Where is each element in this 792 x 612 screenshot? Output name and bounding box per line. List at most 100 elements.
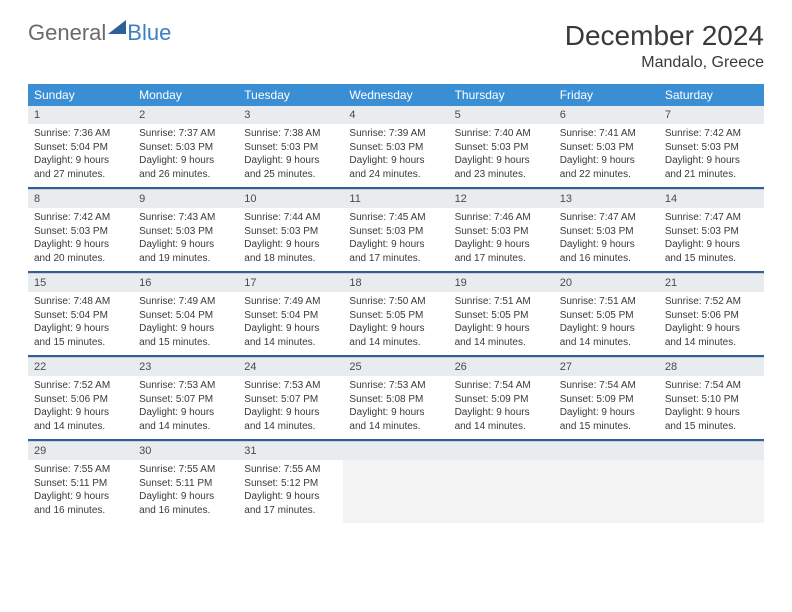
sunset-line: Sunset: 5:03 PM [455, 141, 548, 155]
day-number-cell: 15 [28, 273, 133, 292]
day-data-cell [554, 460, 659, 523]
day-number-cell: 12 [449, 189, 554, 208]
day-data-cell: Sunrise: 7:53 AMSunset: 5:07 PMDaylight:… [238, 376, 343, 439]
sunrise-line: Sunrise: 7:45 AM [349, 211, 442, 225]
title-block: December 2024 Mandalo, Greece [565, 20, 764, 72]
sunrise-line: Sunrise: 7:47 AM [560, 211, 653, 225]
day-data-cell: Sunrise: 7:45 AMSunset: 5:03 PMDaylight:… [343, 208, 448, 271]
sunrise-line: Sunrise: 7:55 AM [244, 463, 337, 477]
sunset-line: Sunset: 5:07 PM [139, 393, 232, 407]
day-number-cell [554, 441, 659, 460]
day-data-cell [343, 460, 448, 523]
sunrise-line: Sunrise: 7:40 AM [455, 127, 548, 141]
day-data-cell: Sunrise: 7:43 AMSunset: 5:03 PMDaylight:… [133, 208, 238, 271]
sunset-line: Sunset: 5:04 PM [34, 309, 127, 323]
sunrise-line: Sunrise: 7:53 AM [244, 379, 337, 393]
sunrise-line: Sunrise: 7:38 AM [244, 127, 337, 141]
daylight-line: Daylight: 9 hours and 15 minutes. [139, 322, 232, 349]
sunrise-line: Sunrise: 7:55 AM [34, 463, 127, 477]
day-number-cell: 21 [659, 273, 764, 292]
sunset-line: Sunset: 5:05 PM [560, 309, 653, 323]
logo-text-general: General [28, 20, 106, 46]
sunrise-line: Sunrise: 7:51 AM [560, 295, 653, 309]
week-daynum-row: 22232425262728 [28, 357, 764, 376]
sunrise-line: Sunrise: 7:54 AM [455, 379, 548, 393]
day-data-cell: Sunrise: 7:46 AMSunset: 5:03 PMDaylight:… [449, 208, 554, 271]
logo-triangle-icon [108, 20, 126, 34]
week-data-row: Sunrise: 7:36 AMSunset: 5:04 PMDaylight:… [28, 124, 764, 189]
day-header: Friday [554, 84, 659, 106]
day-data-cell [449, 460, 554, 523]
sunset-line: Sunset: 5:03 PM [665, 141, 758, 155]
sunset-line: Sunset: 5:03 PM [139, 225, 232, 239]
day-data-cell: Sunrise: 7:55 AMSunset: 5:11 PMDaylight:… [133, 460, 238, 523]
sunset-line: Sunset: 5:03 PM [244, 141, 337, 155]
day-header: Monday [133, 84, 238, 106]
day-data-cell: Sunrise: 7:51 AMSunset: 5:05 PMDaylight:… [449, 292, 554, 355]
day-number-cell: 20 [554, 273, 659, 292]
day-number-cell: 5 [449, 106, 554, 124]
day-number-cell [343, 441, 448, 460]
day-number-cell: 6 [554, 106, 659, 124]
daylight-line: Daylight: 9 hours and 16 minutes. [560, 238, 653, 265]
day-data-cell: Sunrise: 7:54 AMSunset: 5:10 PMDaylight:… [659, 376, 764, 439]
sunset-line: Sunset: 5:03 PM [139, 141, 232, 155]
sunrise-line: Sunrise: 7:54 AM [560, 379, 653, 393]
day-number-cell: 10 [238, 189, 343, 208]
sunset-line: Sunset: 5:03 PM [349, 141, 442, 155]
daylight-line: Daylight: 9 hours and 15 minutes. [560, 406, 653, 433]
sunset-line: Sunset: 5:05 PM [349, 309, 442, 323]
week-daynum-row: 1234567 [28, 106, 764, 124]
day-header: Sunday [28, 84, 133, 106]
daylight-line: Daylight: 9 hours and 14 minutes. [560, 322, 653, 349]
day-data-cell: Sunrise: 7:42 AMSunset: 5:03 PMDaylight:… [28, 208, 133, 271]
sunset-line: Sunset: 5:04 PM [244, 309, 337, 323]
sunset-line: Sunset: 5:03 PM [560, 225, 653, 239]
sunset-line: Sunset: 5:10 PM [665, 393, 758, 407]
sunrise-line: Sunrise: 7:42 AM [34, 211, 127, 225]
day-number-cell: 9 [133, 189, 238, 208]
day-data-cell: Sunrise: 7:49 AMSunset: 5:04 PMDaylight:… [133, 292, 238, 355]
daylight-line: Daylight: 9 hours and 14 minutes. [455, 322, 548, 349]
sunset-line: Sunset: 5:09 PM [560, 393, 653, 407]
day-data-cell: Sunrise: 7:44 AMSunset: 5:03 PMDaylight:… [238, 208, 343, 271]
sunrise-line: Sunrise: 7:41 AM [560, 127, 653, 141]
sunset-line: Sunset: 5:03 PM [244, 225, 337, 239]
sunrise-line: Sunrise: 7:52 AM [665, 295, 758, 309]
sunrise-line: Sunrise: 7:37 AM [139, 127, 232, 141]
day-data-cell: Sunrise: 7:39 AMSunset: 5:03 PMDaylight:… [343, 124, 448, 187]
daylight-line: Daylight: 9 hours and 17 minutes. [244, 490, 337, 517]
day-data-cell: Sunrise: 7:40 AMSunset: 5:03 PMDaylight:… [449, 124, 554, 187]
day-data-cell: Sunrise: 7:37 AMSunset: 5:03 PMDaylight:… [133, 124, 238, 187]
sunset-line: Sunset: 5:03 PM [560, 141, 653, 155]
daylight-line: Daylight: 9 hours and 16 minutes. [139, 490, 232, 517]
week-data-row: Sunrise: 7:42 AMSunset: 5:03 PMDaylight:… [28, 208, 764, 273]
daylight-line: Daylight: 9 hours and 14 minutes. [139, 406, 232, 433]
sunrise-line: Sunrise: 7:52 AM [34, 379, 127, 393]
day-data-cell: Sunrise: 7:55 AMSunset: 5:12 PMDaylight:… [238, 460, 343, 523]
daylight-line: Daylight: 9 hours and 14 minutes. [244, 406, 337, 433]
sunset-line: Sunset: 5:04 PM [139, 309, 232, 323]
day-number-cell: 7 [659, 106, 764, 124]
day-header: Thursday [449, 84, 554, 106]
day-number-cell: 16 [133, 273, 238, 292]
day-number-cell [659, 441, 764, 460]
day-data-cell: Sunrise: 7:38 AMSunset: 5:03 PMDaylight:… [238, 124, 343, 187]
daylight-line: Daylight: 9 hours and 14 minutes. [455, 406, 548, 433]
day-number-cell: 26 [449, 357, 554, 376]
daylight-line: Daylight: 9 hours and 24 minutes. [349, 154, 442, 181]
day-data-cell: Sunrise: 7:41 AMSunset: 5:03 PMDaylight:… [554, 124, 659, 187]
daylight-line: Daylight: 9 hours and 14 minutes. [34, 406, 127, 433]
sunrise-line: Sunrise: 7:53 AM [349, 379, 442, 393]
daylight-line: Daylight: 9 hours and 21 minutes. [665, 154, 758, 181]
sunrise-line: Sunrise: 7:43 AM [139, 211, 232, 225]
sunrise-line: Sunrise: 7:48 AM [34, 295, 127, 309]
month-title: December 2024 [565, 20, 764, 52]
daylight-line: Daylight: 9 hours and 20 minutes. [34, 238, 127, 265]
week-data-row: Sunrise: 7:48 AMSunset: 5:04 PMDaylight:… [28, 292, 764, 357]
daylight-line: Daylight: 9 hours and 25 minutes. [244, 154, 337, 181]
day-number-cell: 22 [28, 357, 133, 376]
day-data-cell: Sunrise: 7:52 AMSunset: 5:06 PMDaylight:… [659, 292, 764, 355]
daylight-line: Daylight: 9 hours and 15 minutes. [665, 406, 758, 433]
day-number-cell: 27 [554, 357, 659, 376]
